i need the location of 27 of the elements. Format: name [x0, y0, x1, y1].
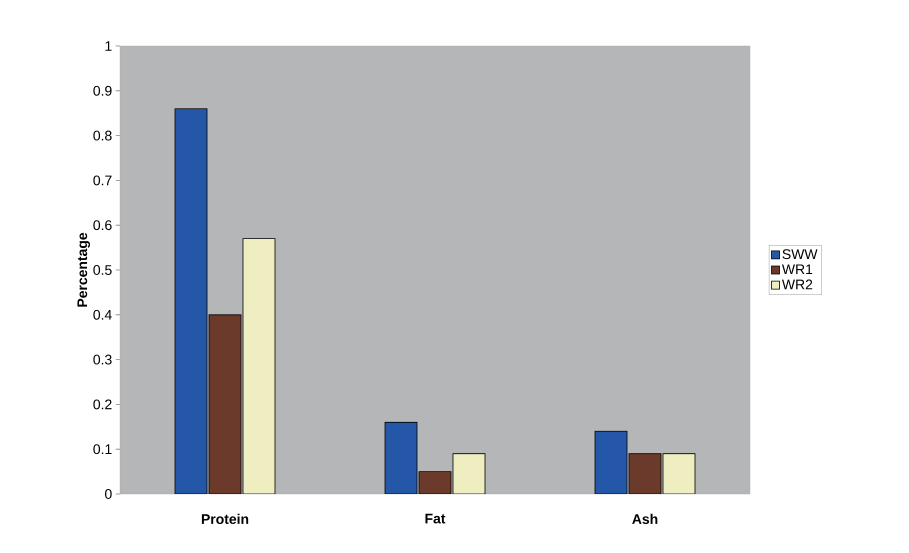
y-tick-label: 0.4 [93, 310, 112, 320]
y-tick-label: 0.7 [93, 175, 112, 186]
y-tick-label: 0.1 [93, 444, 112, 454]
x-tick-label: Ash [632, 514, 658, 524]
legend-label: WR1 [782, 264, 812, 274]
y-tick-label: 0 [105, 489, 112, 499]
x-tick-label: Protein [202, 514, 248, 524]
y-tick-label: 0.5 [93, 265, 112, 275]
bar [242, 238, 276, 494]
bar [594, 430, 628, 494]
y-axis-title: Percentage [77, 232, 90, 307]
x-tick-label: Fat [425, 514, 446, 524]
bar [418, 471, 452, 494]
bar [384, 422, 418, 494]
bar [208, 314, 242, 494]
y-tick-label: 0.6 [93, 220, 112, 230]
y-tick-label: 0.2 [93, 399, 112, 410]
bar [452, 453, 486, 494]
y-tick-label: 0.8 [93, 130, 112, 141]
bar [628, 453, 662, 494]
bar [662, 453, 696, 494]
bar [174, 108, 208, 494]
legend-label: WR2 [782, 280, 812, 290]
y-tick-label: 0.3 [93, 354, 112, 365]
legend-label: SWW [782, 249, 818, 260]
y-tick-label: 1 [106, 41, 112, 51]
y-tick-label: 0.9 [93, 86, 112, 96]
